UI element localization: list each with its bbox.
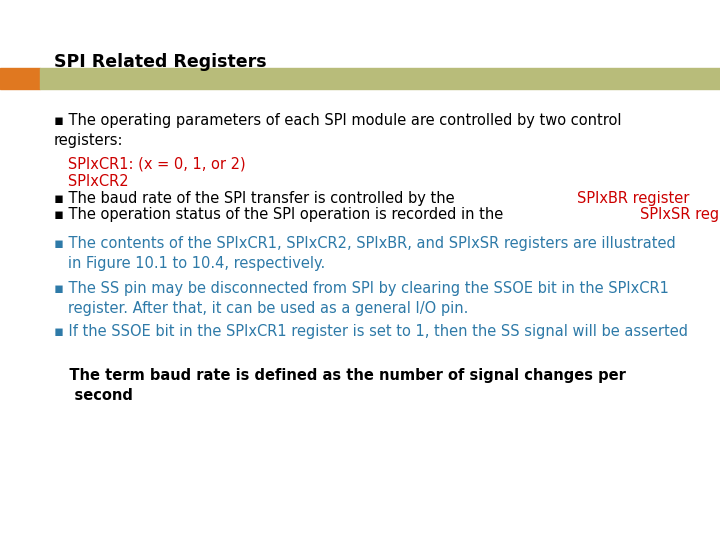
Text: ▪ The SS pin may be disconnected from SPI by clearing the SSOE bit in the SPIxCR: ▪ The SS pin may be disconnected from SP…	[54, 281, 669, 315]
Text: The term baud rate is defined as the number of signal changes per
    second: The term baud rate is defined as the num…	[54, 368, 626, 403]
Text: SPI Related Registers: SPI Related Registers	[54, 53, 266, 71]
Text: ▪ The operation status of the SPI operation is recorded in the: ▪ The operation status of the SPI operat…	[54, 207, 508, 222]
Text: SPIxBR register: SPIxBR register	[577, 191, 689, 206]
Text: ▪ The contents of the SPIxCR1, SPIxCR2, SPIxBR, and SPIxSR registers are illustr: ▪ The contents of the SPIxCR1, SPIxCR2, …	[54, 236, 676, 271]
Text: SPIxCR2: SPIxCR2	[54, 174, 129, 189]
Text: ▪ The operating parameters of each SPI module are controlled by two control
regi: ▪ The operating parameters of each SPI m…	[54, 113, 621, 148]
Text: SPIxSR register.: SPIxSR register.	[639, 207, 720, 222]
Bar	[40, 68, 720, 89]
Text: SPIxCR1: (x = 0, 1, or 2): SPIxCR1: (x = 0, 1, or 2)	[54, 157, 246, 172]
Text: ▪ If the SSOE bit in the SPIxCR1 register is set to 1, then the SS signal will b: ▪ If the SSOE bit in the SPIxCR1 registe…	[54, 324, 688, 359]
Bar	[0, 68, 40, 89]
Text: ▪ The baud rate of the SPI transfer is controlled by the: ▪ The baud rate of the SPI transfer is c…	[54, 191, 459, 206]
